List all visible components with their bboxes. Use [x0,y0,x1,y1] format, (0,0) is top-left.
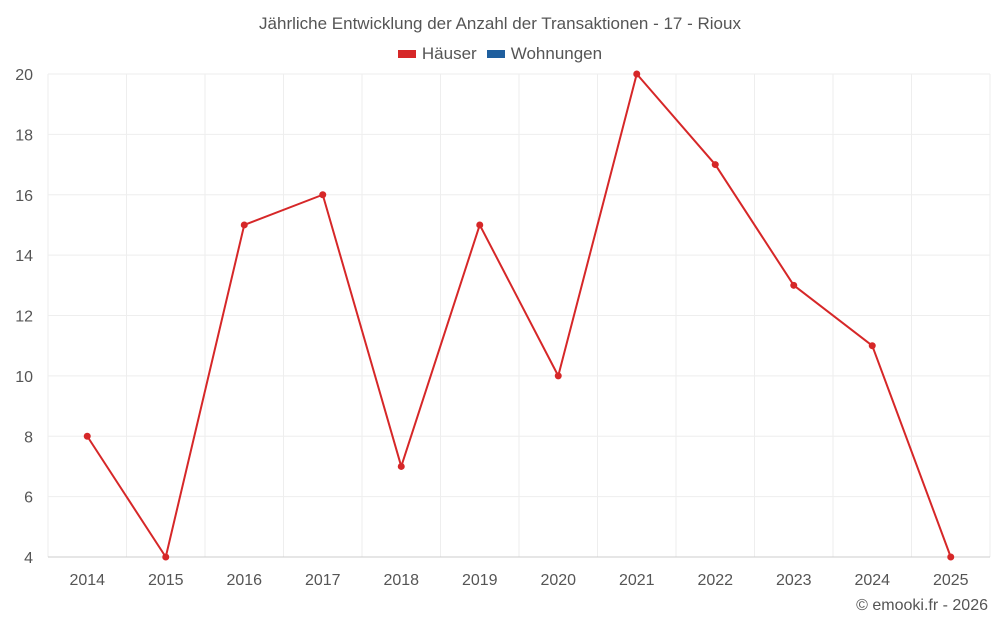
x-tick-label: 2024 [854,572,890,589]
y-tick-label: 20 [15,67,33,84]
data-point-haeuser [554,372,562,380]
legend-item-haeuser[interactable]: Häuser [397,44,477,64]
x-tick-label: 2016 [226,572,262,589]
x-tick-label: 2022 [697,572,733,589]
data-point-haeuser [633,70,641,78]
legend-swatch-haeuser [397,50,416,58]
x-tick-label: 2018 [383,572,419,589]
data-point-haeuser [83,432,91,440]
y-tick-label: 4 [24,550,33,567]
legend-label-wohnungen: Wohnungen [510,44,603,63]
legend-swatch-wohnungen [486,50,505,58]
x-tick-label: 2014 [69,572,105,589]
chart-title: Jährliche Entwicklung der Anzahl der Tra… [259,14,741,33]
x-tick-label: 2023 [776,572,812,589]
data-point-haeuser [790,281,798,289]
x-tick-label: 2017 [305,572,341,589]
y-tick-label: 8 [24,429,33,446]
y-tick-label: 12 [15,309,33,326]
x-tick-label: 2015 [148,572,184,589]
data-point-haeuser [476,221,484,229]
x-tick-label: 2020 [540,572,576,589]
data-point-haeuser [240,221,248,229]
data-point-haeuser [397,462,405,470]
data-point-haeuser [868,342,876,350]
x-tick-label: 2025 [933,572,969,589]
y-tick-label: 10 [15,369,33,386]
x-tick-label: 2021 [619,572,655,589]
data-point-haeuser [319,191,327,199]
x-tick-label: 2019 [462,572,498,589]
data-point-haeuser [162,553,170,561]
data-point-haeuser [947,553,955,561]
legend-item-wohnungen[interactable]: Wohnungen [486,44,603,64]
legend-label-haeuser: Häuser [421,44,477,63]
series-line-haeuser [86,73,952,558]
y-tick-label: 6 [24,490,33,507]
legend: Häuser Wohnungen [0,44,1000,64]
y-tick-label: 14 [15,248,33,265]
y-tick-label: 18 [15,127,33,144]
data-point-haeuser [711,161,719,169]
copyright-text: © emooki.fr - 2026 [856,597,988,614]
y-tick-label: 16 [15,188,33,205]
